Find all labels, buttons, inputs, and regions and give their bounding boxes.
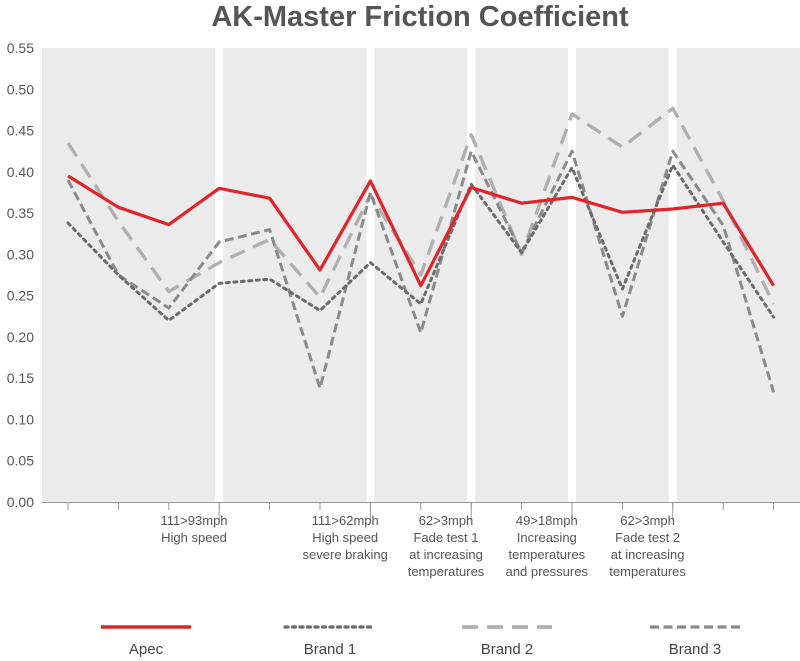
- category-label: Fade test 1: [413, 530, 478, 545]
- legend-label: Brand 3: [669, 641, 722, 658]
- y-tick-label: 0.05: [7, 453, 34, 469]
- chart-title: AK-Master Friction Coefficient: [211, 1, 629, 33]
- section-separator: [366, 48, 375, 502]
- section-separator: [568, 48, 576, 502]
- y-tick-label: 0.55: [7, 40, 34, 56]
- legend-label: Brand 2: [481, 641, 534, 658]
- series-line-brand-2: [66, 106, 776, 305]
- y-tick-label: 0.40: [7, 164, 34, 180]
- category-label: 62>3mph: [620, 513, 675, 528]
- y-tick-label: 0.15: [7, 370, 34, 386]
- y-tick-label: 0.45: [7, 123, 34, 139]
- series-line-apec: [67, 174, 775, 288]
- category-label: 111>62mph: [312, 513, 379, 528]
- series-line-brand-1: [66, 163, 776, 322]
- section-separator: [668, 48, 677, 502]
- category-label: 111>93mph: [160, 513, 227, 528]
- section-separator: [215, 48, 224, 502]
- category-label: Increasing: [517, 530, 577, 545]
- y-tick-label: 0.50: [7, 81, 34, 97]
- category-label: at increasing: [409, 547, 483, 562]
- category-label: High speed: [312, 530, 378, 545]
- category-label: High speed: [161, 530, 227, 545]
- y-tick-label: 0.20: [7, 329, 34, 345]
- category-label: Fade test 2: [615, 530, 680, 545]
- y-tick-label: 0.30: [7, 246, 34, 262]
- legend-label: Apec: [129, 641, 164, 658]
- y-tick-label: 0.25: [7, 288, 34, 304]
- y-tick-label: 0.00: [7, 494, 34, 510]
- category-label: temperatures: [609, 564, 686, 579]
- section-separator: [467, 48, 476, 502]
- category-label: 49>18mph: [516, 513, 578, 528]
- category-label: at increasing: [611, 547, 685, 562]
- category-label: temperatures: [408, 564, 485, 579]
- y-tick-label: 0.10: [7, 411, 34, 427]
- y-tick-label: 0.35: [7, 205, 34, 221]
- category-label: 62>3mph: [419, 513, 474, 528]
- category-label: severe braking: [303, 547, 388, 562]
- legend-label: Brand 1: [304, 641, 357, 658]
- series-line-brand-3: [66, 149, 776, 393]
- category-label: temperatures: [509, 547, 586, 562]
- category-label: and pressures: [506, 564, 589, 579]
